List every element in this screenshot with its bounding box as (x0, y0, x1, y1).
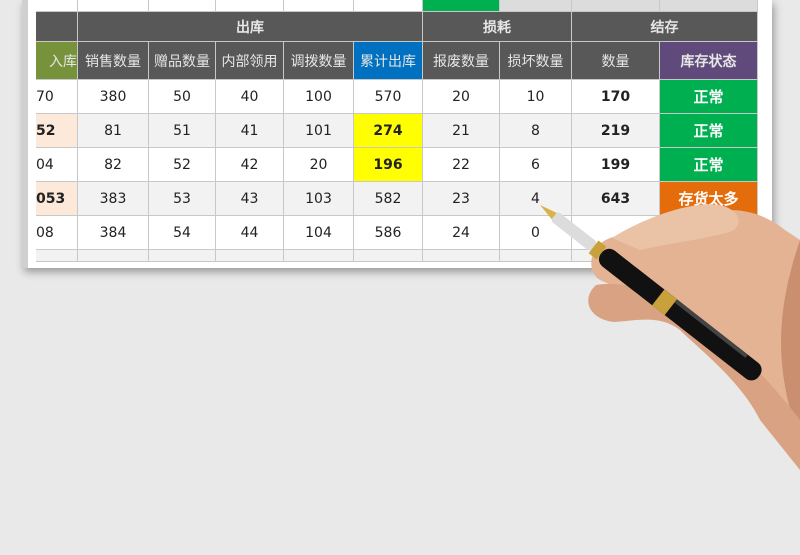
column-header[interactable]: 损坏数量 (500, 42, 572, 80)
table-cell[interactable]: 24 (423, 216, 500, 250)
cell[interactable] (284, 0, 354, 12)
table-cell[interactable]: 82 (78, 148, 149, 182)
column-header[interactable]: 调拨数量 (284, 42, 354, 80)
column-header[interactable]: 库存状态 (660, 42, 758, 80)
table-cell[interactable]: 582 (354, 182, 423, 216)
cell[interactable] (500, 0, 572, 12)
table-cell[interactable]: 08 (36, 216, 78, 250)
cell[interactable] (660, 0, 758, 12)
cell[interactable] (36, 250, 78, 262)
table-cell[interactable]: 04 (36, 148, 78, 182)
table-cell[interactable]: 52 (149, 148, 216, 182)
table-cell[interactable]: 380 (78, 80, 149, 114)
group-header-loss: 损耗 (423, 12, 572, 42)
table-cell[interactable]: 70 (36, 80, 78, 114)
status-badge: 存货太多 (660, 182, 758, 216)
table-cell[interactable]: 570 (354, 80, 423, 114)
column-header[interactable]: 内部领用 (216, 42, 284, 80)
table-cell[interactable]: 53 (149, 182, 216, 216)
table-cell[interactable]: 101 (284, 114, 354, 148)
table-cell[interactable]: 50 (149, 80, 216, 114)
cell[interactable] (423, 250, 500, 262)
status-badge (660, 216, 758, 250)
table-cell[interactable]: 4 (500, 182, 572, 216)
table-cell[interactable]: 21 (423, 114, 500, 148)
table-cell[interactable]: 100 (284, 80, 354, 114)
table-cell[interactable]: 41 (216, 114, 284, 148)
table-cell[interactable]: 0 (500, 216, 572, 250)
table-cell[interactable]: 43 (216, 182, 284, 216)
table-cell[interactable]: 103 (284, 182, 354, 216)
table-cell[interactable]: 274 (354, 114, 423, 148)
table-cell[interactable]: 643 (572, 182, 660, 216)
column-header[interactable]: 累计出库 (354, 42, 423, 80)
group-header-stock: 结存 (572, 12, 758, 42)
cell[interactable] (572, 0, 660, 12)
table-cell[interactable]: 104 (284, 216, 354, 250)
table-cell[interactable]: 8 (500, 114, 572, 148)
table-cell[interactable]: 51 (149, 114, 216, 148)
column-header[interactable]: 入库 (36, 42, 78, 80)
table-cell[interactable]: 52 (36, 114, 78, 148)
table-cell[interactable]: 10 (500, 80, 572, 114)
table-cell[interactable]: 40 (216, 80, 284, 114)
cell[interactable] (572, 250, 660, 262)
cell[interactable] (354, 0, 423, 12)
table-cell[interactable]: 20 (284, 148, 354, 182)
table-cell[interactable]: 44 (216, 216, 284, 250)
cell[interactable] (78, 0, 149, 12)
cell[interactable] (149, 250, 216, 262)
table-cell[interactable]: 199 (572, 148, 660, 182)
table-cell[interactable]: 219 (572, 114, 660, 148)
status-badge: 正常 (660, 80, 758, 114)
table-cell[interactable]: 54 (149, 216, 216, 250)
column-header[interactable]: 赠品数量 (149, 42, 216, 80)
table-cell[interactable]: 053 (36, 182, 78, 216)
table-cell[interactable]: 81 (78, 114, 149, 148)
cell[interactable] (500, 250, 572, 262)
column-header[interactable]: 数量 (572, 42, 660, 80)
status-badge: 正常 (660, 148, 758, 182)
cell[interactable] (36, 0, 78, 12)
table-cell[interactable] (572, 216, 660, 250)
cell[interactable] (78, 250, 149, 262)
group-header-out: 出库 (78, 12, 423, 42)
cell[interactable] (284, 250, 354, 262)
table-cell[interactable]: 170 (572, 80, 660, 114)
cell[interactable] (354, 250, 423, 262)
table-cell[interactable]: 384 (78, 216, 149, 250)
cell[interactable] (660, 250, 758, 262)
cell[interactable] (423, 0, 500, 12)
table-cell[interactable]: 22 (423, 148, 500, 182)
cell[interactable] (216, 250, 284, 262)
table-cell[interactable]: 23 (423, 182, 500, 216)
cell[interactable] (149, 0, 216, 12)
table-cell[interactable]: 6 (500, 148, 572, 182)
table-cell[interactable]: 42 (216, 148, 284, 182)
table-cell[interactable]: 196 (354, 148, 423, 182)
table-cell[interactable]: 20 (423, 80, 500, 114)
column-header[interactable]: 销售数量 (78, 42, 149, 80)
column-header[interactable]: 报废数量 (423, 42, 500, 80)
table-cell[interactable]: 586 (354, 216, 423, 250)
header-blank (36, 12, 78, 42)
cell[interactable] (216, 0, 284, 12)
table-cell[interactable]: 383 (78, 182, 149, 216)
status-badge: 正常 (660, 114, 758, 148)
